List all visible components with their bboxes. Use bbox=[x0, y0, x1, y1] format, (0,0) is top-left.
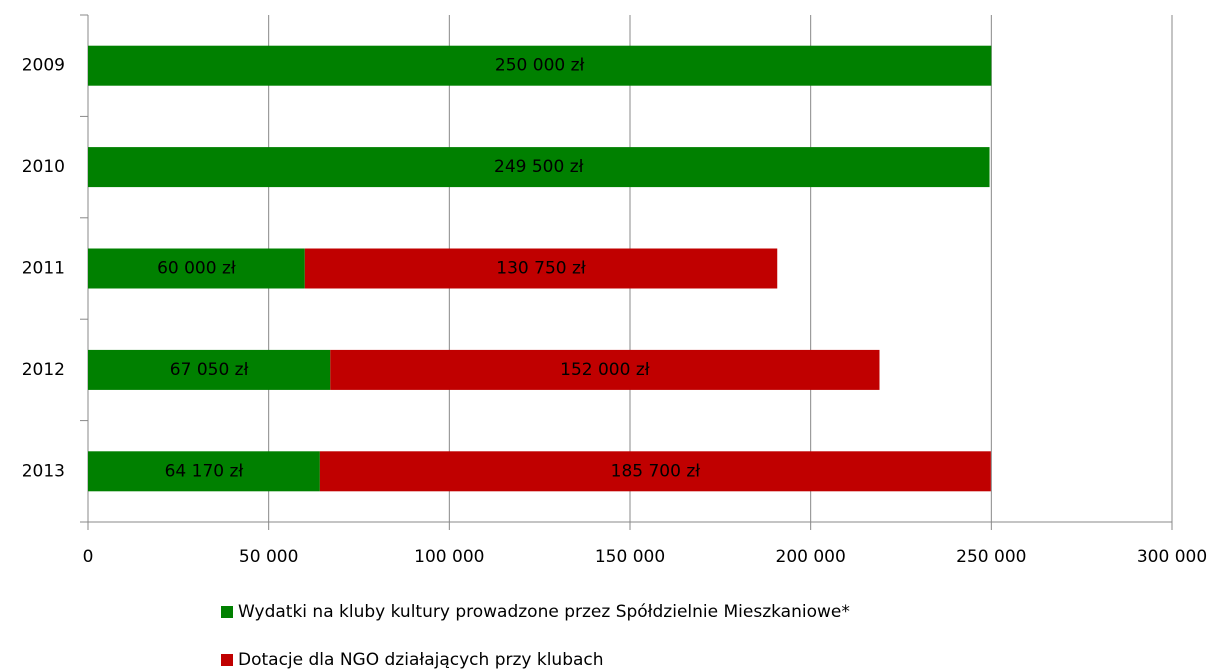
x-tick-label: 0 bbox=[83, 547, 94, 567]
bar-segment bbox=[330, 349, 880, 390]
legend-swatch bbox=[221, 654, 233, 666]
y-tick-label: 2010 bbox=[22, 157, 65, 177]
data-label: 152 000 zł bbox=[560, 360, 650, 380]
y-tick-label: 2009 bbox=[22, 56, 65, 76]
bar-segment bbox=[88, 349, 331, 390]
data-label: 249 500 zł bbox=[494, 157, 584, 177]
data-label: 64 170 zł bbox=[165, 461, 244, 481]
data-label: 250 000 zł bbox=[495, 56, 585, 76]
x-tick-label: 200 000 bbox=[776, 547, 846, 567]
x-tick-label: 100 000 bbox=[414, 547, 484, 567]
y-tick-label: 2012 bbox=[22, 360, 65, 380]
bar-segment bbox=[304, 248, 778, 289]
data-label: 130 750 zł bbox=[496, 259, 586, 279]
data-label: 67 050 zł bbox=[170, 360, 249, 380]
legend-swatch bbox=[221, 606, 233, 618]
bar-segment bbox=[88, 147, 990, 188]
x-tick-label: 250 000 bbox=[956, 547, 1026, 567]
x-tick-label: 50 000 bbox=[239, 547, 298, 567]
legend-label: Dotacje dla NGO działających przy klubac… bbox=[238, 650, 604, 670]
bar-segment bbox=[88, 451, 320, 492]
legend-label: Wydatki na kluby kultury prowadzone prze… bbox=[238, 602, 850, 622]
bar-segment bbox=[88, 248, 305, 289]
bar-segment bbox=[319, 451, 991, 492]
data-label: 185 700 zł bbox=[611, 461, 701, 481]
bar-segment bbox=[88, 45, 992, 86]
y-tick-label: 2013 bbox=[22, 461, 65, 481]
x-tick-label: 150 000 bbox=[595, 547, 665, 567]
data-label: 60 000 zł bbox=[157, 259, 236, 279]
y-tick-label: 2011 bbox=[22, 259, 65, 279]
x-tick-label: 300 000 bbox=[1137, 547, 1207, 567]
